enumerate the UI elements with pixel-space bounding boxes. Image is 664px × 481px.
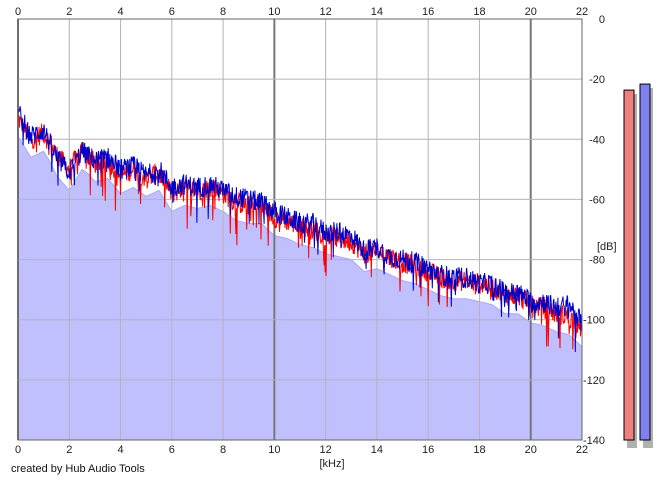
x-tick-top-2: 2 [66,6,72,18]
y-tick--100: -100 [583,315,605,327]
y-axis-label: [dB] [597,241,617,253]
x-tick-top-10: 10 [268,6,280,18]
x-tick-bottom-16: 16 [422,444,434,456]
x-tick-bottom-8: 8 [220,444,226,456]
x-tick-bottom-14: 14 [371,444,383,456]
x-tick-top-8: 8 [220,6,226,18]
x-tick-bottom-4: 4 [117,444,123,456]
credit-text: created by Hub Audio Tools [11,463,145,475]
x-tick-bottom-2: 2 [66,444,72,456]
x-tick-top-4: 4 [117,6,123,18]
x-tick-top-16: 16 [422,6,434,18]
x-tick-top-20: 20 [525,6,537,18]
x-tick-bottom-10: 10 [268,444,280,456]
x-tick-labels-bottom: 0 2 4 6 8 10 12 14 16 18 20 22 [15,444,588,456]
spectrum-fill-area [17,134,583,441]
x-tick-bottom-18: 18 [473,444,485,456]
level-meter-right [639,83,651,441]
x-tick-bottom-12: 12 [320,444,332,456]
x-axis-label: [kHz] [319,458,344,470]
x-tick-top-14: 14 [371,6,383,18]
x-tick-top-0: 0 [15,6,21,18]
x-tick-top-18: 18 [473,6,485,18]
plot-border [17,18,583,441]
level-meter-left [623,89,635,441]
series-right-channel-line [17,106,583,353]
y-tick--120: -120 [583,375,605,387]
x-tick-top-12: 12 [320,6,332,18]
y-tick-labels: 0 -20 -40 -60 -80 -100 -120 -140 [583,14,605,447]
y-tick--80: -80 [589,255,605,267]
x-tick-bottom-0: 0 [15,444,21,456]
y-tick-0: 0 [599,14,605,26]
y-tick--60: -60 [589,194,605,206]
y-tick--40: -40 [589,134,605,146]
x-tick-top-22: 22 [576,6,588,18]
level-meters [623,83,653,449]
y-tick--20: -20 [589,74,605,86]
x-tick-top-6: 6 [169,6,175,18]
x-tick-bottom-6: 6 [169,444,175,456]
y-tick--140: -140 [583,435,605,447]
x-tick-bottom-20: 20 [525,444,537,456]
x-tick-bottom-22: 22 [576,444,588,456]
x-tick-labels-top: 0 2 4 6 8 10 12 14 16 18 20 22 [15,6,588,18]
